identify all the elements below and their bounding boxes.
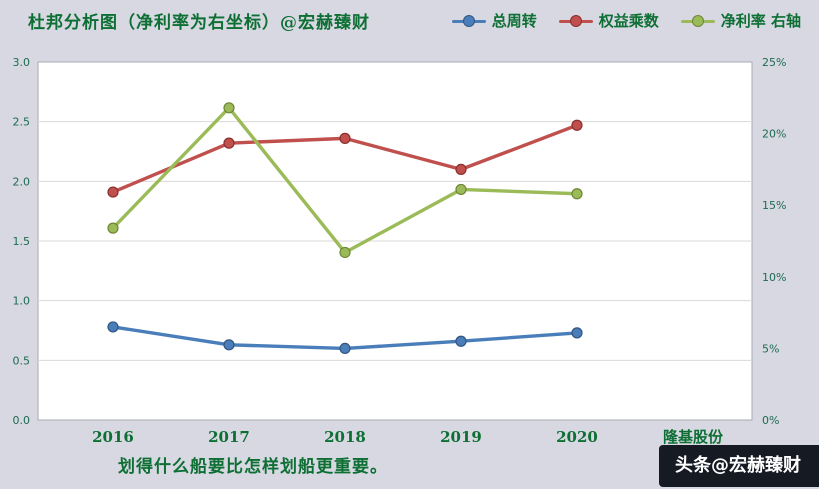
x-axis-label: 2020 (556, 428, 598, 446)
legend: 总周转 权益乘数 净利率 右轴 (451, 10, 801, 31)
right-axis-tick: 10% (762, 271, 786, 284)
data-point-marker (455, 335, 467, 347)
legend-label-turnover: 总周转 (491, 12, 537, 30)
legend-label-net-margin: 净利率 右轴 (720, 12, 801, 30)
left-axis-tick: 1.0 (13, 295, 31, 308)
legend-item-equity-multiplier: 权益乘数 (558, 10, 659, 31)
data-point-marker (107, 186, 119, 198)
x-axis-label: 2019 (440, 428, 482, 446)
x-axis-label: 2016 (92, 428, 134, 446)
data-point-marker (223, 339, 235, 351)
data-point-marker (107, 222, 119, 234)
data-point-marker (107, 321, 119, 333)
left-axis-tick: 1.5 (13, 235, 31, 248)
right-axis-tick: 15% (762, 199, 786, 212)
data-point-marker (223, 137, 235, 149)
left-axis-tick: 2.5 (13, 116, 31, 129)
line-marker-icon (451, 14, 486, 27)
data-point-marker (571, 119, 583, 131)
left-axis-tick: 3.0 (13, 56, 31, 69)
left-axis-tick: 2.0 (13, 175, 31, 188)
data-point-marker (571, 327, 583, 339)
x-axis-label: 2017 (208, 428, 250, 446)
line-marker-icon (558, 14, 593, 27)
right-axis-tick: 20% (762, 128, 786, 141)
right-axis-tick: 25% (762, 56, 786, 69)
watermark-badge: 头条@宏赫臻财 (659, 445, 819, 487)
legend-item-turnover: 总周转 (451, 10, 537, 31)
right-axis-tick: 0% (762, 414, 779, 427)
chart-title: 杜邦分析图（净利率为右坐标）@宏赫臻财 (28, 13, 370, 33)
left-axis-tick: 0.0 (13, 414, 31, 427)
x-axis-label: 隆基股份 (663, 428, 724, 446)
data-point-marker (223, 102, 235, 114)
footer-note: 划得什么船要比怎样划船更重要。 (118, 457, 388, 477)
legend-item-net-margin: 净利率 右轴 (680, 10, 801, 31)
right-axis-tick: 5% (762, 342, 779, 355)
left-axis-tick: 0.5 (13, 354, 31, 367)
x-axis-label: 2018 (324, 428, 366, 446)
data-point-marker (339, 246, 351, 259)
data-point-marker (455, 183, 467, 196)
data-point-marker (339, 342, 351, 354)
data-point-marker (571, 188, 583, 200)
data-point-marker (339, 132, 351, 144)
legend-label-equity-multiplier: 权益乘数 (598, 12, 659, 30)
line-marker-icon (680, 14, 715, 27)
data-point-marker (455, 163, 467, 175)
